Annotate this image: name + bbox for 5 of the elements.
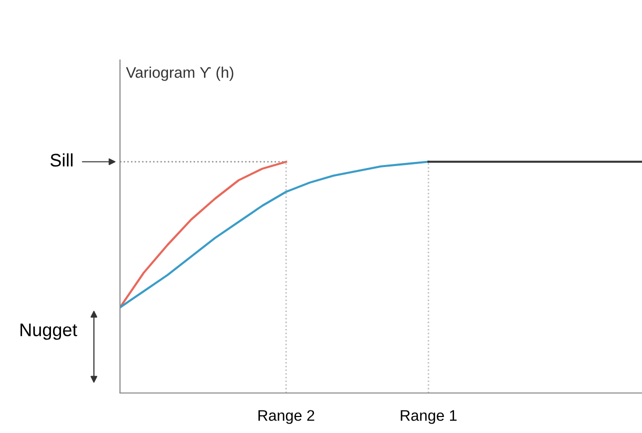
text: Nugget [20, 324, 78, 340]
text: Sill [50, 153, 73, 167]
x-tick-label: Range 1 [400, 410, 457, 424]
x-tick-label: Range 2 [258, 410, 314, 424]
text: Variogram ϒ (h) [126, 66, 234, 81]
